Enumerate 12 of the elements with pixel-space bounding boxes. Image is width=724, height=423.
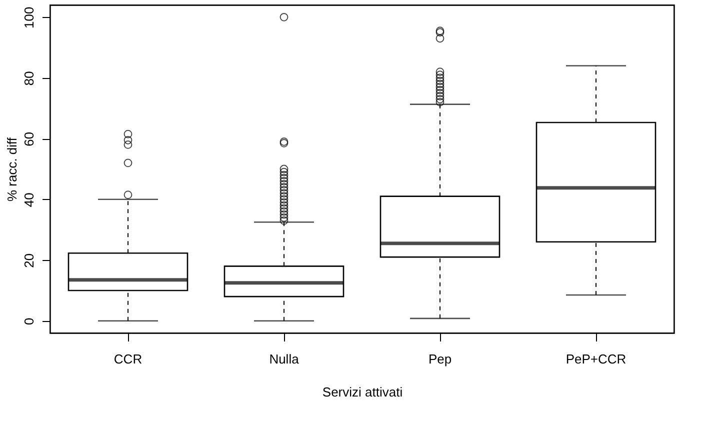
- x-tick-label: PeP+CCR: [566, 352, 626, 366]
- y-tick-label: 40: [22, 192, 36, 208]
- x-axis-title: Servizi attivati: [322, 384, 403, 400]
- y-axis-title: % racc. diff: [4, 137, 20, 202]
- y-tick-label: 0: [22, 318, 36, 325]
- x-tick-label: Pep: [428, 352, 452, 366]
- x-tick-label: Nulla: [269, 352, 300, 366]
- y-tick-label: 100: [22, 6, 36, 28]
- y-tick-label: 60: [22, 132, 36, 146]
- y-tick-label: 80: [22, 71, 36, 86]
- y-tick-label: 20: [22, 253, 36, 268]
- x-tick-label: CCR: [114, 352, 142, 366]
